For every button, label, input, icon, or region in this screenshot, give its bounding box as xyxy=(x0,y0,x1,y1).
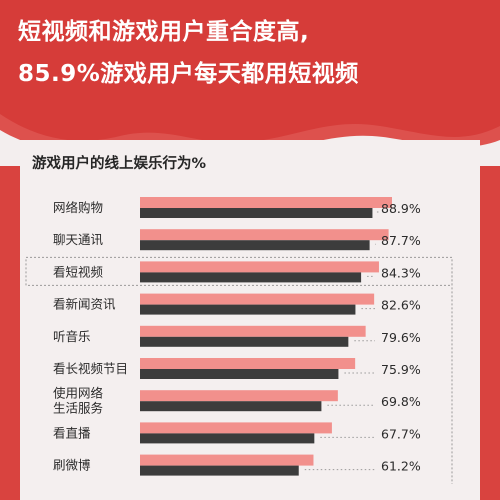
bar-pink xyxy=(140,293,375,305)
bar-dark xyxy=(140,336,349,347)
value-label: 82.6% xyxy=(381,298,421,313)
category-label: 网络购物 xyxy=(53,200,103,215)
category-label: 使用网络生活服务 xyxy=(53,386,104,416)
value-label: 88.9% xyxy=(381,201,421,216)
value-label: 87.7% xyxy=(381,233,421,248)
bar-pink xyxy=(140,390,338,402)
bar-pink xyxy=(140,422,332,434)
value-label: 69.8% xyxy=(381,394,421,409)
bar-dark xyxy=(140,401,322,412)
value-label: 79.6% xyxy=(381,330,421,345)
bar-pink xyxy=(140,261,379,273)
page-title-line-1: 短视频和游戏用户重合度高, xyxy=(18,19,310,45)
category-label: 看新闻资讯 xyxy=(53,297,116,312)
bar-pink xyxy=(140,325,366,337)
value-label: 84.3% xyxy=(381,265,421,280)
bar-chart: 网络购物 88.9% 聊天通讯 87.7% 看短视频 84.3% 看新闻资讯 82.6% 听音乐… xyxy=(25,197,453,484)
page-title-line-2: 85.9%游戏用户每天都用短视频 xyxy=(18,61,359,87)
bar-dark xyxy=(140,240,370,251)
category-label: 刷微博 xyxy=(53,458,91,473)
bar-dark xyxy=(140,272,362,283)
category-label: 听音乐 xyxy=(53,329,91,344)
category-label: 看短视频 xyxy=(53,264,104,279)
bar-pink xyxy=(140,197,392,208)
bar-dark xyxy=(140,369,339,379)
category-label: 看直播 xyxy=(53,425,91,440)
bar-pink xyxy=(140,229,389,241)
bar-pink xyxy=(140,358,356,369)
bar-dark xyxy=(140,208,373,218)
value-label: 61.2% xyxy=(381,459,421,474)
value-label: 75.9% xyxy=(381,362,421,377)
header-banner xyxy=(0,0,500,140)
chart-title: 游戏用户的线上娱乐行为% xyxy=(32,156,207,172)
bar-dark xyxy=(140,465,299,476)
bar-pink xyxy=(140,454,314,466)
value-label: 67.7% xyxy=(381,426,421,441)
bar-dark xyxy=(140,433,315,444)
bar-dark xyxy=(140,304,356,315)
category-label: 聊天通讯 xyxy=(53,232,104,247)
category-label: 看长视频节目 xyxy=(53,361,128,376)
